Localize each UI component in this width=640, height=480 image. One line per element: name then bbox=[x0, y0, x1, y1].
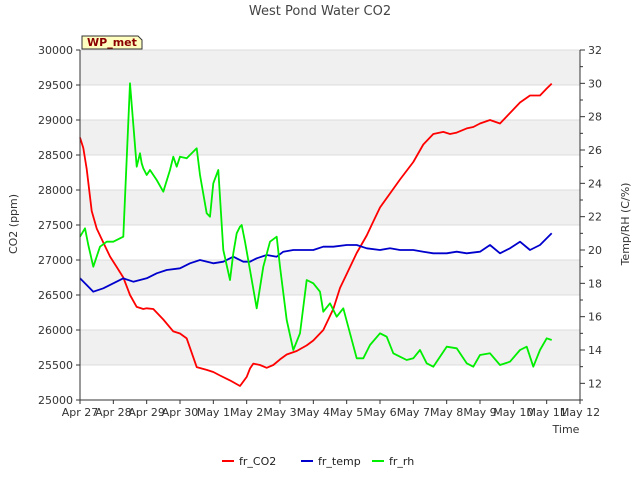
x-tick-label: Apr 29 bbox=[128, 406, 165, 419]
y-tick-label: 29500 bbox=[38, 79, 73, 92]
x-tick-label: May 10 bbox=[493, 406, 533, 419]
chart-title: West Pond Water CO2 bbox=[249, 4, 391, 19]
y2-tick-label: 20 bbox=[588, 244, 602, 257]
series-line-fr-temp bbox=[79, 232, 553, 293]
series-line-fr-CO2 bbox=[79, 82, 553, 387]
x-tick-label: Apr 28 bbox=[95, 406, 132, 419]
x-tick-label: May 2 bbox=[230, 406, 263, 419]
y-axis-title: CO2 (ppm) bbox=[7, 194, 20, 254]
x-tick-label: May 5 bbox=[330, 406, 363, 419]
y-tick-label: 29000 bbox=[38, 114, 73, 127]
background-band bbox=[80, 120, 580, 155]
y2-tick-label: 24 bbox=[588, 177, 602, 190]
y2-tick-label: 16 bbox=[588, 311, 602, 324]
y2-tick-label: 22 bbox=[588, 211, 602, 224]
x-tick-label: May 12 bbox=[560, 406, 600, 419]
background-band bbox=[80, 330, 580, 365]
y-tick-label: 30000 bbox=[38, 44, 73, 57]
y-tick-label: 25000 bbox=[38, 394, 73, 407]
background-bands bbox=[80, 50, 580, 365]
y-tick-label: 27000 bbox=[38, 254, 73, 267]
gridlines bbox=[80, 49, 580, 401]
y2-tick-label: 18 bbox=[588, 277, 602, 290]
x-axis-title: Time bbox=[552, 423, 580, 436]
y2-tick-label: 12 bbox=[588, 377, 602, 390]
x-tick-label: May 7 bbox=[397, 406, 430, 419]
x-tick-label: May 3 bbox=[263, 406, 296, 419]
x-tick-label: May 9 bbox=[463, 406, 496, 419]
series-line-fr-rh bbox=[79, 82, 552, 368]
y-tick-label: 26000 bbox=[38, 324, 73, 337]
x-tick-label: May 6 bbox=[363, 406, 396, 419]
y-tick-label: 25500 bbox=[38, 359, 73, 372]
legend-label-fr-temp: fr_temp bbox=[318, 455, 361, 468]
background-band bbox=[80, 260, 580, 295]
y2-tick-label: 14 bbox=[588, 344, 602, 357]
y2-tick-label: 32 bbox=[588, 44, 602, 57]
y-axis-ticks: 25000 25500 26000 26500 27000 27500 28000 28500… bbox=[38, 44, 80, 407]
y-tick-label: 28000 bbox=[38, 184, 73, 197]
station-tag: WP_met bbox=[81, 35, 143, 50]
legend: fr_CO2 fr_temp fr_rh bbox=[222, 455, 414, 468]
y2-axis-title: Temp/RH (C/%) bbox=[619, 183, 632, 267]
y2-tick-label: 28 bbox=[588, 111, 602, 124]
station-tag-text: WP_met bbox=[87, 36, 137, 49]
series-layer bbox=[79, 82, 553, 387]
station-tag-box bbox=[81, 35, 143, 50]
y2-tick-label: 26 bbox=[588, 144, 602, 157]
y-tick-label: 28500 bbox=[38, 149, 73, 162]
x-tick-label: May 4 bbox=[297, 406, 330, 419]
legend-label-fr-rh: fr_rh bbox=[389, 455, 414, 468]
background-band bbox=[80, 190, 580, 225]
legend-label-fr-CO2: fr_CO2 bbox=[239, 455, 276, 468]
x-tick-label: Apr 30 bbox=[162, 406, 199, 419]
y-tick-label: 26500 bbox=[38, 289, 73, 302]
y2-axis-ticks: 12 14 16 18 20 22 24 26 28 30 32 bbox=[580, 44, 602, 401]
y2-tick-label: 30 bbox=[588, 77, 602, 90]
y-tick-label: 27500 bbox=[38, 219, 73, 232]
x-tick-label: May 11 bbox=[527, 406, 567, 419]
background-band bbox=[80, 50, 580, 85]
x-tick-label: May 1 bbox=[197, 406, 230, 419]
x-tick-label: May 8 bbox=[430, 406, 463, 419]
x-tick-label: Apr 27 bbox=[62, 406, 99, 419]
